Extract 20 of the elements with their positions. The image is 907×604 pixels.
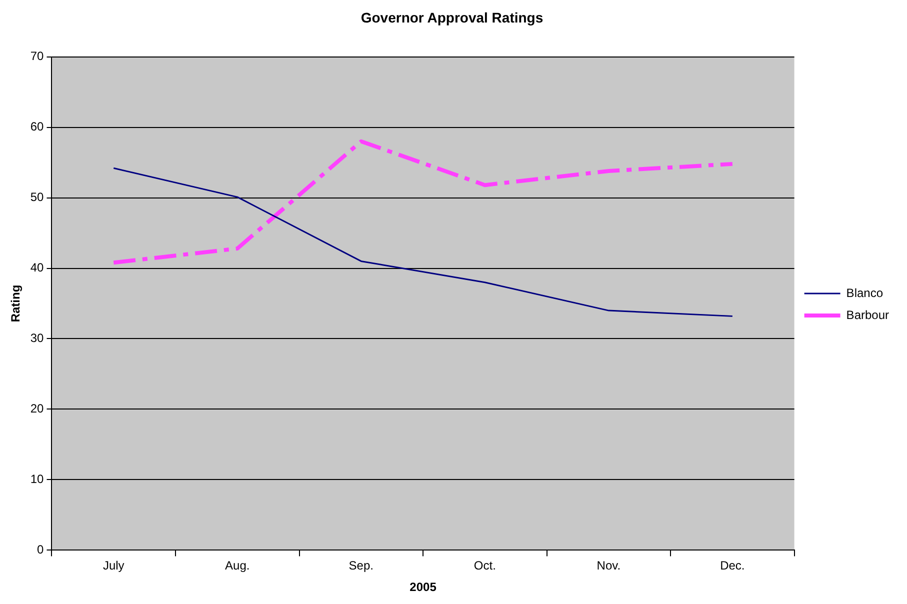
y-tick-label: 70 bbox=[30, 49, 44, 64]
x-tick-label: Sep. bbox=[348, 558, 374, 573]
y-tick-label: 20 bbox=[30, 402, 44, 416]
y-tick-label: 60 bbox=[30, 120, 44, 134]
x-axis-title: 2005 bbox=[410, 580, 437, 594]
x-tick-label: Dec. bbox=[720, 558, 745, 573]
x-tick-label: Nov. bbox=[596, 558, 621, 573]
y-axis-title: Rating bbox=[8, 284, 23, 322]
y-tick-label: 50 bbox=[30, 190, 44, 204]
y-tick-label: 40 bbox=[30, 260, 44, 275]
x-tick-label: Oct. bbox=[474, 558, 496, 573]
legend-label: Barbour bbox=[846, 308, 890, 322]
chart-title: Governor Approval Ratings bbox=[360, 9, 544, 26]
x-tick-label: Aug. bbox=[225, 558, 250, 573]
x-tick-label: July bbox=[102, 558, 124, 573]
y-tick-label: 30 bbox=[30, 331, 44, 346]
y-tick-label: 10 bbox=[30, 472, 44, 486]
y-tick-label: 0 bbox=[37, 542, 44, 557]
line-series bbox=[112, 139, 734, 265]
legend-label: Blanco bbox=[846, 286, 884, 300]
